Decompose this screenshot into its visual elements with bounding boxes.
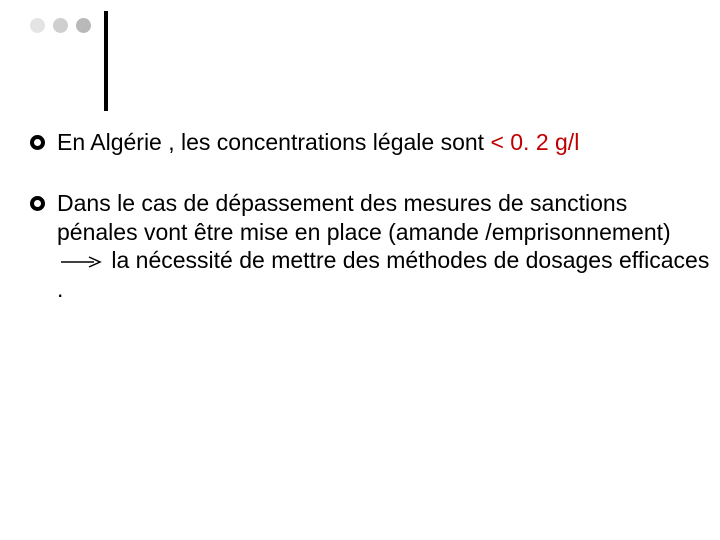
- text-segment: Dans le cas de dépassement des mesures d…: [57, 190, 671, 245]
- bullet-text: Dans le cas de dépassement des mesures d…: [57, 189, 710, 304]
- slide-body: En Algérie , les concentrations légale s…: [30, 128, 710, 336]
- bullet-text: En Algérie , les concentrations légale s…: [57, 128, 579, 157]
- slide-decoration: [30, 18, 99, 33]
- text-segment: la nécessité de mettre des méthodes de d…: [57, 247, 709, 302]
- bullet-icon: [30, 196, 45, 211]
- text-segment: En Algérie , les concentrations légale s…: [57, 129, 490, 155]
- bullet-icon: [30, 135, 45, 150]
- decoration-dot: [53, 18, 68, 33]
- decoration-dot: [30, 18, 45, 33]
- list-item: Dans le cas de dépassement des mesures d…: [30, 189, 710, 304]
- list-item: En Algérie , les concentrations légale s…: [30, 128, 710, 157]
- decoration-dot: [76, 18, 91, 33]
- decoration-vertical-line: [104, 11, 108, 111]
- highlighted-text: < 0. 2 g/l: [490, 129, 579, 155]
- arrow-icon: [60, 256, 102, 268]
